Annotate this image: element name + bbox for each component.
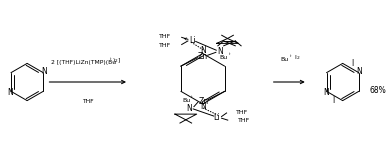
Text: I: I	[332, 96, 334, 105]
Text: I: I	[351, 59, 353, 68]
Text: N: N	[200, 102, 206, 111]
Text: THF: THF	[236, 110, 249, 115]
Text: THF: THF	[82, 99, 93, 104]
Text: N: N	[323, 88, 328, 97]
Text: )$_2$]: )$_2$]	[112, 56, 121, 65]
Text: THF: THF	[159, 34, 171, 39]
Text: N: N	[200, 46, 206, 55]
Text: N: N	[7, 88, 13, 97]
Text: $^t$: $^t$	[228, 52, 231, 57]
Text: N: N	[217, 47, 223, 56]
Text: Bu: Bu	[220, 55, 228, 60]
Text: Li: Li	[213, 113, 220, 122]
Text: 2 [(THF)LiZn(TMP)(Bu: 2 [(THF)LiZn(TMP)(Bu	[51, 60, 117, 65]
Text: N: N	[187, 104, 192, 113]
Text: N: N	[357, 67, 362, 76]
Text: $^t$: $^t$	[109, 57, 113, 62]
Text: Zn: Zn	[197, 52, 207, 61]
Text: I$_2$: I$_2$	[291, 54, 301, 62]
Text: $^t$: $^t$	[190, 95, 193, 100]
Text: Bu: Bu	[182, 98, 190, 103]
Text: N: N	[41, 67, 47, 76]
Text: Bu: Bu	[280, 58, 289, 62]
Text: $^t$: $^t$	[289, 55, 292, 60]
Text: 68%: 68%	[369, 86, 386, 95]
Text: THF: THF	[238, 118, 251, 123]
Text: Li: Li	[189, 36, 196, 45]
Text: THF: THF	[159, 42, 171, 48]
Text: Zn: Zn	[198, 97, 208, 106]
